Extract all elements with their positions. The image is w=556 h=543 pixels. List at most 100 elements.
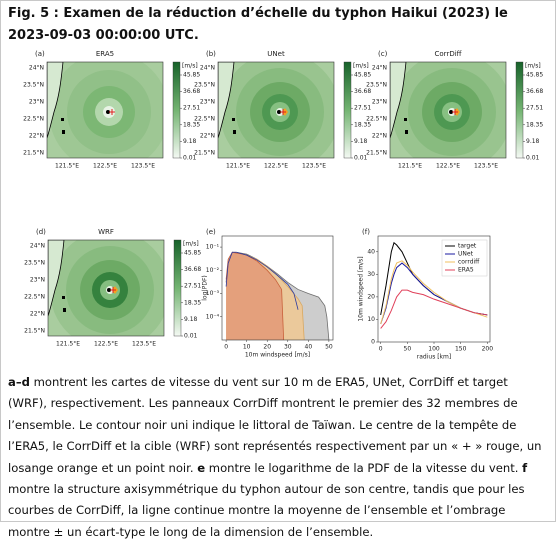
- lon-tick-label: 122.5°E: [436, 163, 460, 170]
- y-tick-label: 10⁻³: [206, 290, 220, 297]
- lon-tick-label: 122.5°E: [264, 163, 288, 170]
- panel-title: WRF: [98, 228, 114, 236]
- island: [62, 130, 65, 134]
- y-tick-label: 0: [371, 339, 375, 346]
- lat-tick-label: 23.5°N: [194, 82, 215, 89]
- colorbar: [173, 239, 182, 337]
- caption-text: montre le logarithme de la PDF de la vit…: [205, 460, 523, 475]
- island: [232, 118, 235, 121]
- caption-bold: e: [197, 460, 206, 475]
- plot-frame: [377, 235, 491, 343]
- colorbar-unit: [m/s]: [182, 63, 198, 70]
- panel-label: (a): [35, 50, 45, 58]
- coastline: [390, 62, 407, 139]
- x-tick-label: 10: [243, 344, 251, 351]
- y-tick-label: 20: [367, 293, 375, 300]
- caption-bold: f: [522, 460, 528, 475]
- lat-tick-label: 22.5°N: [194, 116, 215, 123]
- era5-center: [109, 109, 115, 115]
- colorbar-unit: [m/s]: [183, 241, 199, 248]
- lon-tick-label: 121.5°E: [55, 163, 79, 170]
- panel-label: (d): [36, 228, 46, 236]
- lat-tick-label: 23.5°N: [24, 260, 45, 267]
- colorbar-tick-label: 18.35: [354, 121, 371, 128]
- x-tick-label: 0: [379, 346, 383, 353]
- era5-center: [452, 109, 458, 115]
- lon-tick-label: 121.5°E: [226, 163, 250, 170]
- target-center: [107, 288, 111, 292]
- pdf-line: [225, 251, 299, 310]
- lon-tick-label: 122.5°E: [93, 163, 117, 170]
- target-center: [277, 110, 281, 114]
- colorbar-tick-label: 18.35: [184, 299, 201, 306]
- island: [404, 118, 407, 121]
- lat-tick-label: 21.5°N: [366, 150, 387, 157]
- y-axis-label: 10m windspeed [m/s]: [358, 256, 365, 321]
- y-tick-label: 30: [367, 271, 375, 278]
- colorbar-tick-label: 9.18: [354, 138, 368, 145]
- x-tick-label: 20: [263, 344, 271, 351]
- island: [63, 308, 66, 312]
- y-axis-label: log(PDF): [202, 275, 209, 301]
- island: [405, 130, 408, 134]
- colorbar-tick-label: 9.18: [184, 316, 198, 323]
- colorbar-tick-label: 36.68: [526, 88, 543, 95]
- lon-tick-label: 123.5°E: [474, 163, 498, 170]
- colorbar-tick-label: 0.01: [354, 155, 368, 162]
- colorbar: [343, 61, 352, 159]
- y-tick-label: 10⁻¹: [206, 244, 220, 251]
- y-tick-label: 10: [367, 316, 375, 323]
- panel-title: CorrDiff: [435, 50, 462, 58]
- lat-tick-label: 23.5°N: [366, 82, 387, 89]
- lat-tick-label: 24°N: [30, 243, 45, 250]
- lon-tick-label: 123.5°E: [132, 341, 156, 348]
- lat-tick-label: 22.5°N: [23, 116, 44, 123]
- colorbar-tick-label: 0.01: [183, 155, 197, 162]
- lat-tick-label: 22°N: [29, 133, 44, 140]
- panel-label: (e): [206, 228, 216, 236]
- island: [62, 296, 65, 299]
- caption: a–d montrent les cartes de vitesse du ve…: [8, 372, 548, 543]
- colorbar: [515, 61, 524, 159]
- coastline: [218, 62, 235, 139]
- panel-title: UNet: [267, 50, 285, 58]
- lat-tick-label: 22°N: [372, 133, 387, 140]
- legend-label: target: [458, 243, 477, 250]
- colorbar-tick-label: 27.51: [184, 283, 201, 290]
- panel-label: (b): [206, 50, 216, 58]
- panel-label: (c): [378, 50, 388, 58]
- lat-tick-label: 21.5°N: [194, 150, 215, 157]
- legend-label: corrdiff: [458, 259, 480, 266]
- x-tick-label: 200: [482, 346, 494, 353]
- x-axis-label: 10m windspeed [m/s]: [245, 352, 310, 359]
- y-tick-label: 10⁻²: [206, 267, 220, 274]
- caption-bold: a–d: [8, 375, 30, 389]
- lat-tick-label: 21.5°N: [24, 328, 45, 335]
- colorbar-tick-label: 18.35: [183, 121, 200, 128]
- colorbar-tick-label: 0.01: [526, 155, 540, 162]
- y-tick-label: 10⁻⁴: [206, 313, 220, 320]
- legend-label: ERA5: [458, 267, 474, 274]
- target-center: [106, 110, 110, 114]
- colorbar-unit: [m/s]: [525, 63, 541, 70]
- colorbar-tick-label: 27.51: [183, 105, 200, 112]
- lat-tick-label: 23°N: [200, 99, 215, 106]
- coastline: [47, 62, 64, 139]
- figure-title: Fig. 5 : Examen de la réduction d’échell…: [8, 6, 508, 43]
- lat-tick-label: 22.5°N: [24, 294, 45, 301]
- map: [390, 62, 506, 158]
- map-frame: [47, 239, 165, 337]
- target-center: [449, 110, 453, 114]
- colorbar-tick-label: 36.68: [354, 88, 371, 95]
- map-frame: [217, 61, 335, 159]
- figure: (a) ERA5 24°N 23.5°N 23°N 22.5°N 22°N 21.5°N 121…: [23, 50, 543, 361]
- map-frame: [46, 61, 164, 159]
- caption-text: montrent les cartes de vitesse du vent s…: [8, 375, 542, 475]
- pdf-area: [226, 252, 284, 340]
- lon-tick-label: 123.5°E: [131, 163, 155, 170]
- lon-tick-label: 121.5°E: [56, 341, 80, 348]
- lat-tick-label: 24°N: [200, 65, 215, 72]
- x-tick-label: 100: [428, 346, 440, 353]
- lon-tick-label: 121.5°E: [398, 163, 422, 170]
- x-tick-label: 50: [404, 346, 412, 353]
